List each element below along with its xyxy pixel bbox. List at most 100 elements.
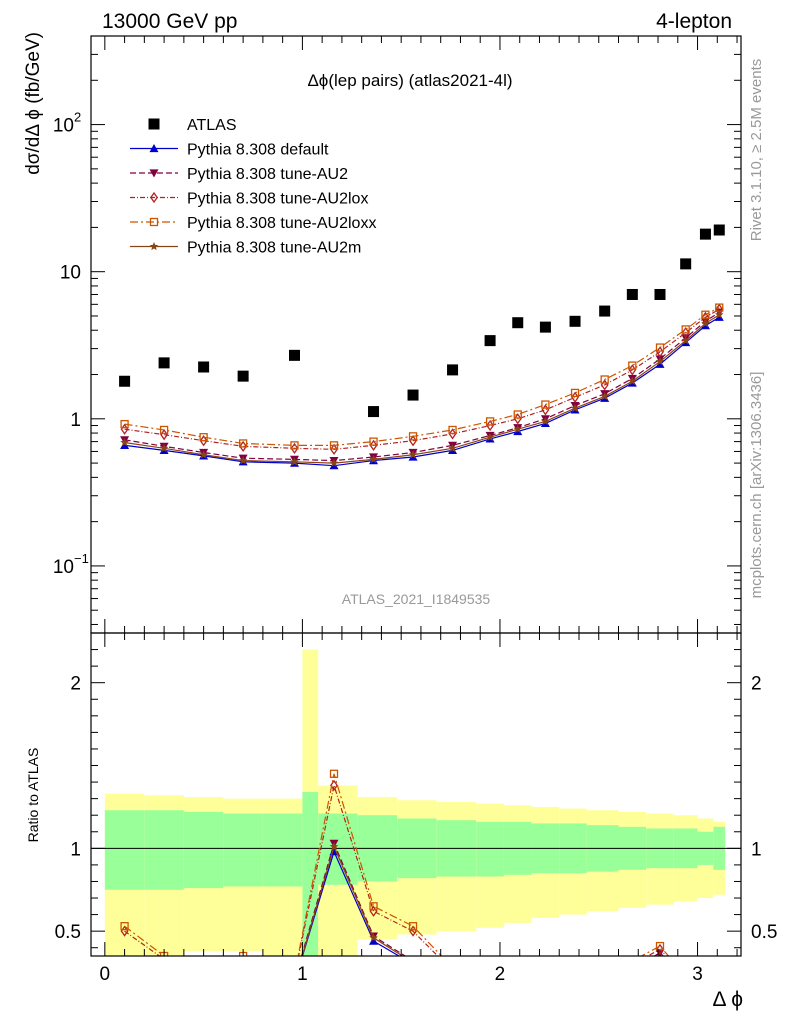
series-3-point	[199, 435, 208, 447]
series-4-point	[513, 410, 522, 419]
series-5-point	[541, 416, 550, 426]
atlas-data-point	[158, 357, 170, 369]
ratio-inner-band	[476, 821, 504, 877]
series-4-point	[369, 437, 378, 446]
ratio-y-tick-label-left: 0.5	[55, 922, 81, 943]
series-5-point	[513, 424, 523, 433]
header-left: 13000 GeV pp	[102, 10, 237, 33]
atlas-data-point	[569, 315, 581, 327]
atlas-data-point	[237, 370, 249, 382]
ratio-4-point	[369, 902, 378, 911]
ratio-y-tick-label-right: 2	[751, 674, 762, 695]
series-5-point	[570, 403, 580, 412]
ratio-uncertainty-bands	[91, 649, 741, 956]
atlas-data-point	[699, 228, 711, 240]
series-5-point	[159, 443, 169, 452]
ratio-inner-band	[183, 811, 224, 889]
series-4-point	[701, 310, 710, 319]
ratio-y-tick-label-right: 1	[751, 839, 762, 860]
series-5-point	[628, 376, 637, 385]
atlas-data-point	[198, 361, 210, 373]
atlas-data-point	[680, 258, 692, 270]
series-3-point	[656, 346, 664, 358]
ratio-4-point	[655, 941, 665, 951]
header-right: 4-lepton	[656, 10, 732, 33]
series-1-point	[329, 461, 339, 470]
y-axis-label: dσ/dΔ ϕ (fb/GeV)	[23, 32, 44, 175]
legend-label-5: Pythia 8.308 tune-AU2m	[187, 240, 361, 257]
series-4-point	[448, 425, 457, 435]
legend-label-1: Pythia 8.308 default	[187, 142, 329, 159]
series-3-point	[369, 439, 378, 451]
series-line-3	[124, 308, 720, 450]
series-3-point	[628, 364, 637, 376]
series-5-point	[485, 432, 495, 441]
series-3-point	[486, 419, 495, 432]
series-4-point	[120, 419, 129, 429]
ratio-3-point	[330, 779, 338, 792]
series-3-point	[239, 440, 248, 452]
rivet-label: Rivet 3.1.10, ≥ 2.5M events	[748, 59, 765, 242]
series-5-point	[448, 443, 457, 452]
series-4-point	[329, 441, 339, 450]
legend-label-0: ATLAS	[187, 117, 237, 134]
series-5-point	[681, 336, 690, 345]
atlas-data-point	[539, 321, 551, 333]
main-series-group	[119, 224, 725, 470]
series-4-point	[408, 432, 418, 441]
series-5-point	[290, 457, 299, 466]
x-tick-label: 3	[692, 964, 703, 985]
ratio-inner-band	[144, 810, 184, 890]
series-5-point	[238, 456, 248, 465]
ratio-4-point	[329, 769, 339, 778]
legend-label-4: Pythia 8.308 tune-AU2loxx	[187, 215, 376, 232]
atlas-data-point	[512, 317, 524, 329]
series-5-point	[329, 458, 339, 467]
atlas-data-point	[713, 224, 725, 236]
ratio-4-point	[408, 922, 418, 931]
atlas-data-point	[599, 305, 611, 317]
ratio-4-point	[120, 922, 129, 931]
y-tick-exponent: 2	[74, 110, 81, 125]
series-3-point	[513, 413, 522, 425]
legend-marker-5	[149, 242, 159, 251]
ratio-y-tick-label-right: 0.5	[751, 922, 777, 943]
series-3-point	[571, 391, 579, 403]
series-1-point	[120, 440, 130, 449]
ratio-plot-area	[120, 769, 670, 956]
series-3-point	[330, 443, 338, 455]
series-4-point	[199, 433, 208, 442]
ratio-inner-band	[318, 813, 358, 885]
ratio-y-tick-label-left: 2	[70, 674, 81, 695]
series-4-point	[570, 388, 580, 398]
ratio-5-point	[329, 842, 339, 851]
series-4-point	[159, 425, 169, 435]
legend-marker-1	[149, 144, 159, 153]
x-tick-label: 2	[495, 964, 506, 985]
y-tick-label: 10	[53, 116, 74, 137]
atlas-data-point	[484, 335, 496, 347]
x-axis-label: Δ ϕ	[713, 988, 743, 1011]
atlas-data-point	[288, 349, 300, 361]
series-line-5	[124, 314, 720, 464]
plot-title: Δϕ(lep pairs) (atlas2021-4l)	[307, 71, 512, 90]
series-5-point	[369, 454, 378, 464]
legend-marker-0	[148, 118, 160, 130]
ratio-frame	[90, 632, 742, 957]
mcplots-label: mcplots.cern.ch [arXiv:1306.3436]	[748, 372, 765, 599]
ratio-series-group	[120, 769, 670, 956]
series-1-point	[714, 312, 724, 321]
series-5-point	[714, 310, 724, 319]
series-4-point	[681, 325, 690, 334]
series-5-point	[701, 318, 710, 328]
ratio-inner-band	[262, 813, 303, 887]
series-5-point	[408, 450, 418, 459]
series-1-point	[655, 359, 665, 368]
series-4-point	[485, 417, 495, 426]
legend: ATLAS Pythia 8.308 default Pythia 8.308 tu…	[130, 117, 376, 257]
legend-label-2: Pythia 8.308 tune-AU2	[187, 166, 348, 183]
y-tick-label: 1	[70, 410, 81, 431]
ratio-5-point	[369, 933, 378, 942]
series-4-point	[628, 361, 637, 370]
